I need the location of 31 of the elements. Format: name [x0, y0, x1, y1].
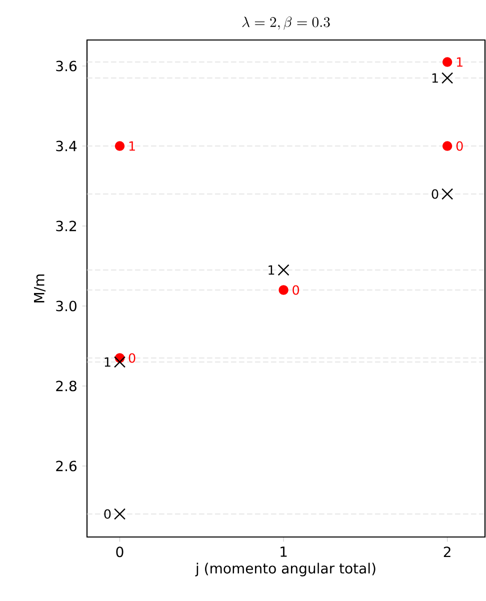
annotation: 1 — [268, 265, 274, 275]
annotation: 1 — [104, 357, 110, 367]
point — [114, 508, 126, 520]
y-tick-label: 3.6 — [56, 60, 76, 72]
y-tick-label: 2.6 — [56, 460, 76, 472]
annotation: 1 — [432, 73, 438, 83]
y-tick-label: 2.8 — [56, 380, 76, 392]
y-tick-label: 3.0 — [56, 300, 76, 312]
annotation: 0 — [104, 509, 111, 519]
x-tick-label: 1 — [280, 546, 287, 557]
point — [442, 141, 452, 151]
y-axis-title: M/m — [34, 274, 46, 302]
point — [278, 285, 288, 295]
x-axis-title: j (momento angular total) — [195, 562, 376, 576]
point — [278, 264, 290, 276]
chart-title: $\lambda = 2, \beta = 0.3$ — [242, 16, 330, 30]
x-tick-label: 2 — [444, 546, 450, 557]
point — [442, 188, 454, 200]
annotation: 0 — [292, 285, 300, 295]
annotation: 1 — [456, 57, 462, 67]
point — [114, 141, 125, 151]
point — [442, 72, 454, 84]
annotation: 0 — [432, 189, 438, 199]
point — [114, 356, 126, 368]
point — [442, 57, 452, 67]
annotation: 1 — [129, 141, 135, 151]
annotation: 0 — [128, 353, 136, 363]
x-tick-label: 0 — [116, 546, 124, 558]
y-tick-label: 3.2 — [56, 220, 76, 232]
annotation: 0 — [456, 141, 463, 151]
y-tick-label: 3.4 — [56, 140, 77, 152]
